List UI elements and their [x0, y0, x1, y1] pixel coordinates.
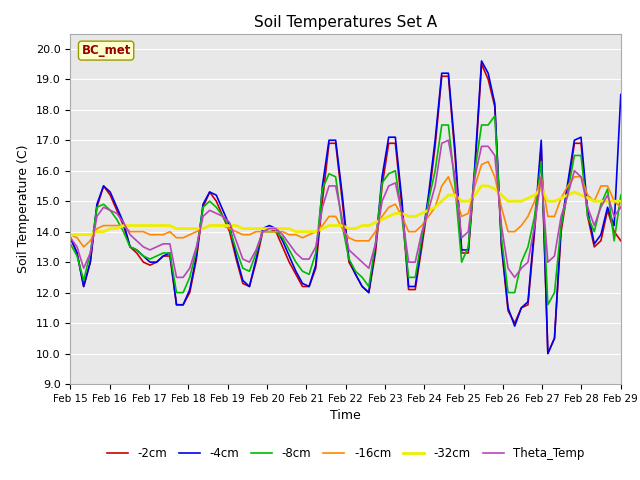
-16cm [497, 204, 505, 210]
-4cm [518, 305, 525, 311]
-2cm [491, 104, 499, 109]
-2cm [312, 265, 319, 271]
Line: -2cm: -2cm [70, 64, 621, 354]
Theta_Temp [617, 204, 625, 210]
Title: Soil Temperatures Set A: Soil Temperatures Set A [254, 15, 437, 30]
-32cm [518, 198, 525, 204]
Text: BC_met: BC_met [81, 44, 131, 57]
-32cm [477, 183, 485, 189]
Line: -16cm: -16cm [70, 162, 621, 247]
-8cm [544, 302, 552, 308]
-16cm [319, 223, 326, 228]
-8cm [491, 113, 499, 119]
-8cm [617, 192, 625, 198]
-32cm [67, 232, 74, 238]
Legend: -2cm, -4cm, -8cm, -16cm, -32cm, Theta_Temp: -2cm, -4cm, -8cm, -16cm, -32cm, Theta_Te… [102, 443, 589, 465]
X-axis label: Time: Time [330, 409, 361, 422]
-32cm [339, 223, 346, 228]
Theta_Temp [524, 259, 532, 265]
-32cm [617, 198, 625, 204]
-8cm [339, 223, 346, 228]
-8cm [312, 250, 319, 256]
-16cm [524, 214, 532, 219]
-2cm [518, 305, 525, 311]
-16cm [345, 235, 353, 240]
-32cm [73, 232, 81, 238]
Theta_Temp [173, 275, 180, 280]
-4cm [491, 101, 499, 107]
Theta_Temp [445, 137, 452, 143]
-2cm [544, 351, 552, 357]
-8cm [484, 122, 492, 128]
Line: -32cm: -32cm [70, 186, 621, 235]
-8cm [67, 241, 74, 247]
-2cm [477, 61, 485, 67]
-16cm [80, 244, 88, 250]
-16cm [67, 232, 74, 238]
-8cm [100, 201, 108, 207]
Theta_Temp [345, 247, 353, 253]
Theta_Temp [100, 204, 108, 210]
-16cm [73, 235, 81, 240]
Theta_Temp [497, 223, 505, 228]
-2cm [73, 250, 81, 256]
Theta_Temp [319, 204, 326, 210]
-8cm [518, 259, 525, 265]
-16cm [484, 159, 492, 165]
-4cm [312, 262, 319, 268]
-2cm [339, 198, 346, 204]
Theta_Temp [73, 244, 81, 250]
-4cm [544, 351, 552, 357]
-8cm [73, 253, 81, 259]
-4cm [73, 250, 81, 256]
Theta_Temp [67, 235, 74, 240]
Line: -8cm: -8cm [70, 116, 621, 305]
-2cm [100, 183, 108, 189]
-2cm [67, 235, 74, 240]
Y-axis label: Soil Temperature (C): Soil Temperature (C) [17, 144, 30, 273]
-2cm [617, 238, 625, 244]
-32cm [312, 229, 319, 235]
-4cm [477, 58, 485, 64]
Line: Theta_Temp: Theta_Temp [70, 140, 621, 277]
-4cm [339, 192, 346, 198]
-32cm [100, 229, 108, 235]
-32cm [491, 186, 499, 192]
-16cm [106, 223, 114, 228]
-4cm [67, 235, 74, 240]
-4cm [100, 183, 108, 189]
-4cm [617, 92, 625, 97]
Line: -4cm: -4cm [70, 61, 621, 354]
-16cm [617, 204, 625, 210]
